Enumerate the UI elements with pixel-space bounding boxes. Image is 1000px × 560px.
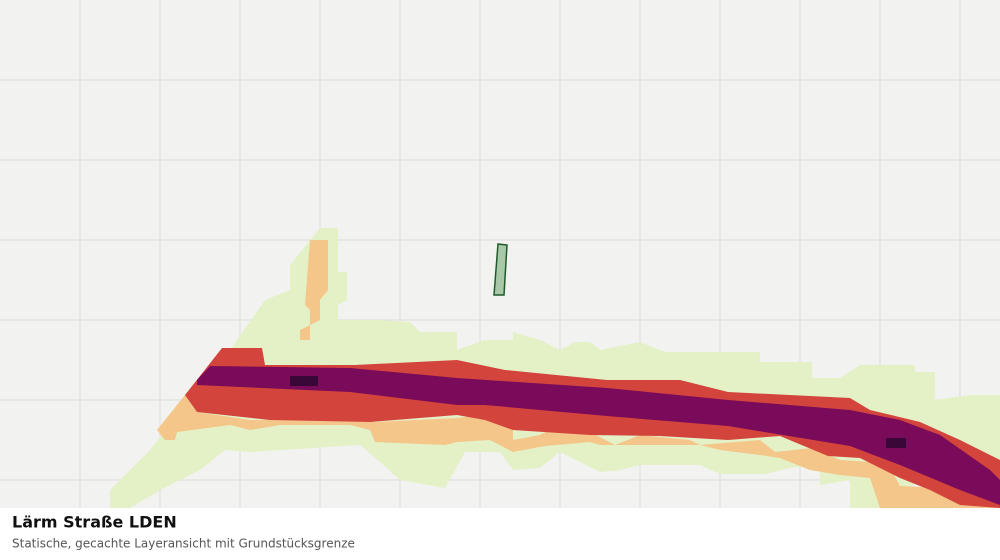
noise-zone-low bbox=[110, 228, 1000, 508]
noise-zone-extreme bbox=[290, 376, 318, 386]
noise-zone-very-high bbox=[197, 366, 1000, 505]
noise-zone-medium bbox=[300, 240, 328, 340]
layer-subtitle: Statische, gecachte Layeransicht mit Gru… bbox=[12, 537, 355, 551]
layer-title: Lärm Straße LDEN bbox=[12, 513, 177, 532]
noise-zone-extreme bbox=[886, 438, 906, 448]
caption-panel bbox=[0, 508, 1000, 560]
parcel-boundary[interactable] bbox=[493, 243, 508, 296]
noise-zone-medium bbox=[157, 395, 1000, 508]
noise-layer bbox=[110, 228, 1000, 508]
